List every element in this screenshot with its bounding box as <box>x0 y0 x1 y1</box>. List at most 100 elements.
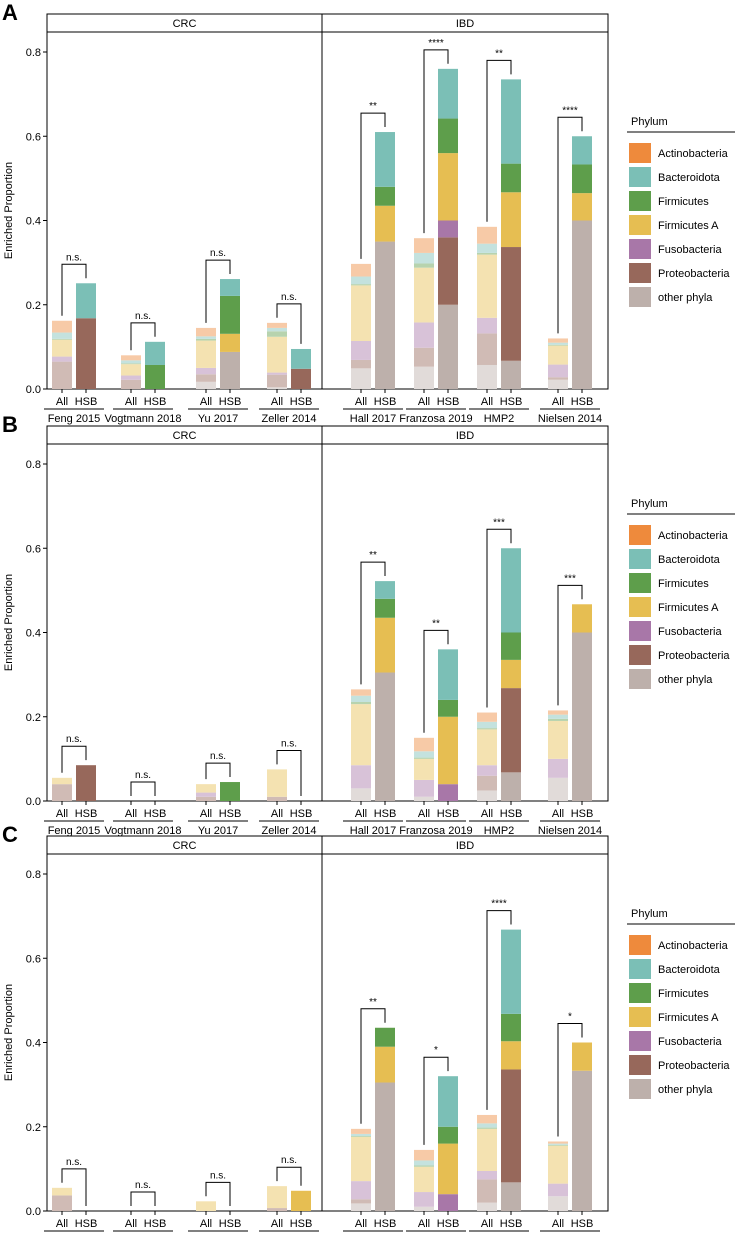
panel-B-bar-all-2-proteobacteria <box>196 796 216 801</box>
panel-B-legend-label-4: Fusobacteria <box>658 626 722 638</box>
panel-C-significance-label-1: n.s. <box>135 1180 151 1191</box>
panel-C-significance-bracket-0 <box>61 1168 87 1206</box>
panel-B-significance-label-2: n.s. <box>210 751 226 762</box>
panel-B-bar-hsb-4-bacteroidota <box>375 581 395 599</box>
panel-A-bar-all-2-other-phyla <box>196 381 216 389</box>
panel-A-bar-all-0-firmicutes <box>52 338 72 340</box>
panel-C-significance-label-0: n.s. <box>66 1157 82 1168</box>
panel-C-bar-all-5-bacteroidota <box>414 1160 434 1166</box>
panel-A-bar-hsb-7-firmicutes-a <box>572 193 592 221</box>
panel-A-ytick-label-4: 0.8 <box>26 47 41 59</box>
panel-B-legend-label-0: Actinobacteria <box>658 530 729 542</box>
panel-A-xlabel-all-2: All <box>200 396 212 408</box>
panel-B-group-label-crc: CRC <box>173 430 197 442</box>
panel-C-xlabel-hsb-5: HSB <box>437 1218 460 1230</box>
panel-C-significance-label-6: **** <box>491 899 507 910</box>
panel-C-bar-all-7-other-phyla <box>548 1196 568 1211</box>
panel-C-bar-all-4-firmicutes-a <box>351 1136 371 1182</box>
panel-A-bar-all-3-firmicutes <box>267 331 287 337</box>
panel-A-bar-all-4-actinobacteria <box>351 263 371 277</box>
panel-B-legend-label-5: Proteobacteria <box>658 650 730 662</box>
panel-A-bar-hsb-5-fusobacteria <box>438 220 458 238</box>
panel-C-bar-all-5-firmicutes <box>414 1165 434 1167</box>
panel-A-xlabel-hsb-7: HSB <box>571 396 594 408</box>
panel-A-bar-all-7-bacteroidota <box>548 342 568 345</box>
panel-B-legend-label-2: Firmicutes <box>658 578 709 590</box>
panel-B-bar-all-6-bacteroidota <box>477 721 497 729</box>
panel-C-group-label-ibd: IBD <box>456 840 474 852</box>
panel-B-significance-label-0: n.s. <box>66 734 82 745</box>
panel-B-bar-all-7-bacteroidota <box>548 714 568 719</box>
panel-C-bar-all-6-proteobacteria <box>477 1179 497 1203</box>
panel-A-bar-all-7-actinobacteria <box>548 338 568 343</box>
panel-A-bar-hsb-0-proteobacteria <box>76 318 96 389</box>
panel-B-ytick-label-4: 0.8 <box>26 459 41 471</box>
panel-A-bar-hsb-3-proteobacteria <box>291 368 311 389</box>
panel-B-bar-all-5-other-phyla <box>414 796 434 801</box>
panel-B-xlabel-hsb-3: HSB <box>290 808 313 820</box>
panel-C-significance-label-5: * <box>434 1045 438 1056</box>
panel-C-xlabel-all-6: All <box>481 1218 493 1230</box>
panel-C-bar-all-5-fusobacteria <box>414 1192 434 1207</box>
panel-B-bar-hsb-2-firmicutes <box>220 782 240 801</box>
panel-A-bar-all-7-firmicutes-a <box>548 345 568 365</box>
panel-A-bar-hsb-4-firmicutes-a <box>375 205 395 242</box>
panel-C-bar-all-0-firmicutes-a <box>52 1187 72 1196</box>
panel-C-bar-all-4-proteobacteria <box>351 1199 371 1204</box>
panel-A-significance-label-1: n.s. <box>135 311 151 322</box>
panel-A-bar-all-3-firmicutes-a <box>267 336 287 373</box>
panel-A-bar-all-6-actinobacteria <box>477 226 497 244</box>
panel-C-xlabel-hsb-4: HSB <box>374 1218 397 1230</box>
panel-A-group-label-ibd: IBD <box>456 18 474 30</box>
panel-B-bar-all-4-bacteroidota <box>351 695 371 703</box>
panel-A-y-axis-label: Enriched Proportion <box>3 162 15 259</box>
panel-A-bar-hsb-5-bacteroidota <box>438 68 458 119</box>
panel-B-significance-bracket-3 <box>276 749 302 796</box>
panel-B-bar-hsb-4-firmicutes <box>375 598 395 618</box>
panel-B-bar-hsb-6-bacteroidota <box>501 548 521 633</box>
panel-A-bar-hsb-2-bacteroidota <box>220 279 240 296</box>
panel-A-bar-hsb-6-firmicutes-a <box>501 192 521 248</box>
panel-A-significance-bracket-5 <box>423 49 449 234</box>
panel-C-ytick-label-2: 0.4 <box>26 1038 41 1050</box>
panel-C-bar-hsb-5-firmicutes <box>438 1126 458 1144</box>
panel-A-bar-all-0-actinobacteria <box>52 320 72 333</box>
panel-A-legend-swatch-5 <box>629 263 651 283</box>
panel-B-bar-hsb-5-fusobacteria <box>438 784 458 801</box>
panel-A-bar-all-5-fusobacteria <box>414 322 434 348</box>
panel-B-group-label-ibd: IBD <box>456 430 474 442</box>
panel-C-bar-all-4-other-phyla <box>351 1203 371 1211</box>
panel-B-bar-all-6-firmicutes <box>477 728 497 730</box>
panel-A-legend-swatch-1 <box>629 167 651 187</box>
panel-C-significance-label-4: ** <box>369 997 377 1008</box>
panel-B-bar-hsb-5-firmicutes <box>438 699 458 717</box>
panel-B-bar-all-7-actinobacteria <box>548 710 568 715</box>
panel-B-bar-hsb-5-bacteroidota <box>438 649 458 700</box>
panel-A-dataset-label-6: HMP2 <box>484 413 515 425</box>
panel-B-legend-label-6: other phyla <box>658 674 713 686</box>
panel-A-xlabel-hsb-3: HSB <box>290 396 313 408</box>
panel-B-legend-swatch-1 <box>629 549 651 569</box>
panel-A-legend-label-2: Firmicutes <box>658 196 709 208</box>
panel-C-significance-label-2: n.s. <box>210 1170 226 1181</box>
panel-A-ytick-label-2: 0.4 <box>26 216 41 228</box>
panel-C-bar-hsb-6-firmicutes-a <box>501 1041 521 1070</box>
panel-B-bar-all-7-firmicutes <box>548 718 568 721</box>
panel-A-bar-all-6-proteobacteria <box>477 333 497 365</box>
panel-B-xlabel-hsb-7: HSB <box>571 808 594 820</box>
panel-C-bar-hsb-5-bacteroidota <box>438 1076 458 1127</box>
panel-C-bar-all-7-actinobacteria <box>548 1141 568 1144</box>
panel-C-bar-all-4-bacteroidota <box>351 1133 371 1137</box>
panel-B-bar-hsb-0-proteobacteria <box>76 765 96 801</box>
panel-A-bar-all-1-actinobacteria <box>121 355 141 361</box>
panel-B-bar-all-5-firmicutes <box>414 757 434 759</box>
panel-A-legend-label-3: Firmicutes A <box>658 220 719 232</box>
panel-A-ytick-label-3: 0.6 <box>26 131 41 143</box>
panel-B-bar-all-3-firmicutes-a <box>267 769 287 797</box>
panel-B-bar-all-4-firmicutes-a <box>351 704 371 766</box>
panel-C-significance-bracket-4 <box>360 1008 386 1124</box>
panel-C-xlabel-hsb-7: HSB <box>571 1218 594 1230</box>
panel-B-dataset-label-6: HMP2 <box>484 825 515 837</box>
panel-A-bar-all-2-bacteroidota <box>196 336 216 339</box>
panel-C-legend-label-5: Proteobacteria <box>658 1060 730 1072</box>
